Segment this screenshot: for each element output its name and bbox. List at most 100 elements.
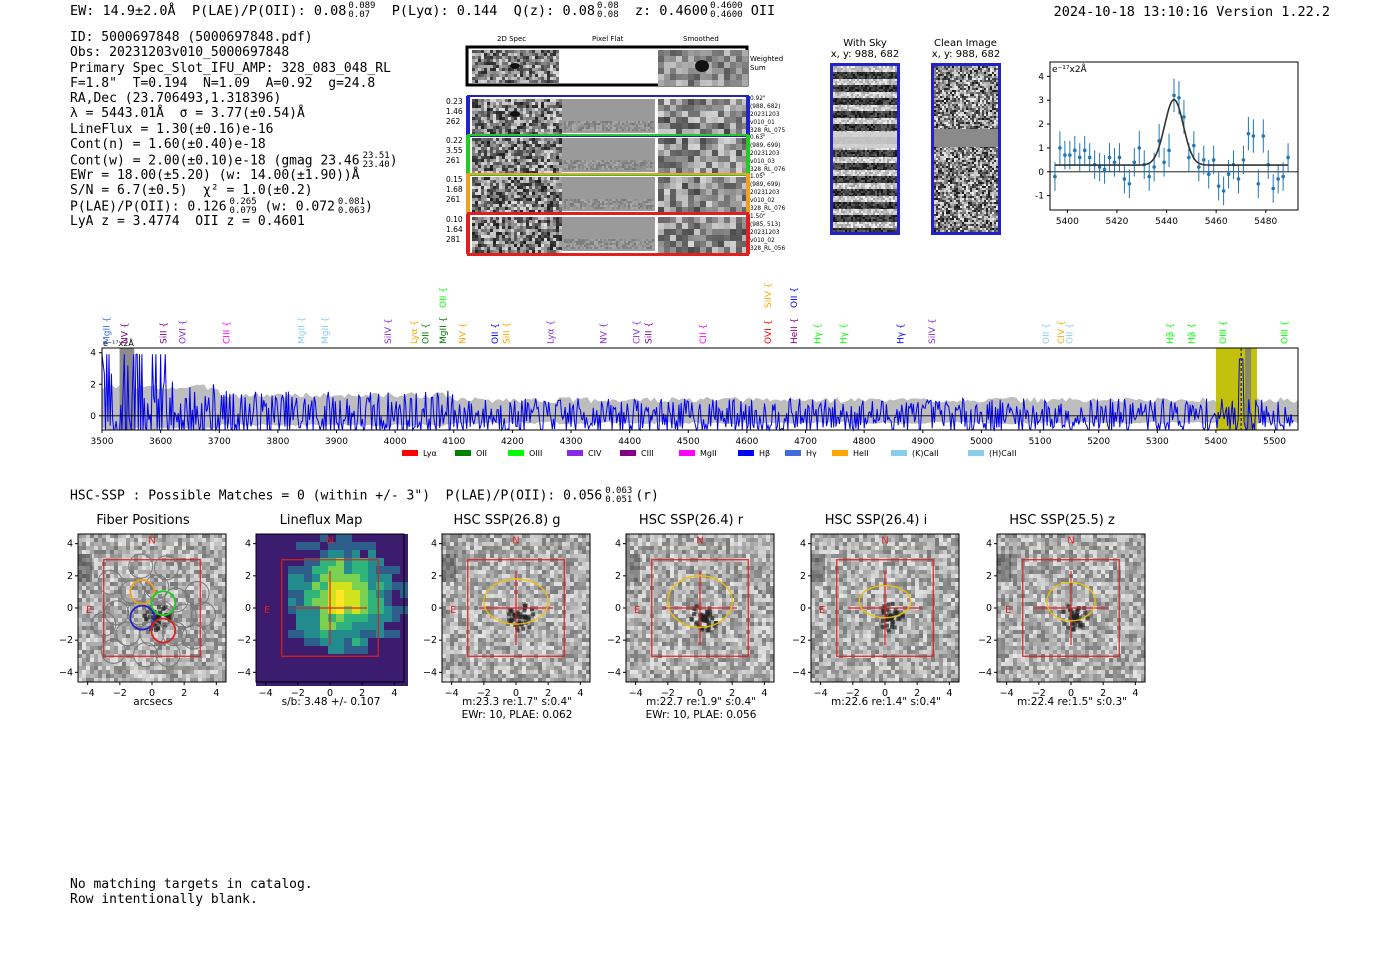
clean-image-xy: x, y: 988, 682 <box>931 49 1001 60</box>
panel-xtick-label: −2 <box>846 688 860 699</box>
legend-label: CIV <box>588 449 602 458</box>
emission-line-label: SiIV { <box>764 282 774 308</box>
panel-xtick-label: −4 <box>259 688 273 699</box>
row-1-pixelflat-noise <box>564 121 654 131</box>
row-right-label: (989, 699) <box>750 182 781 188</box>
aperture-ellipse <box>858 584 912 619</box>
fiber-circle <box>171 603 197 629</box>
panel-ytick-label: 2 <box>245 571 251 582</box>
compass-n: N <box>881 536 888 547</box>
emission-line-label: OIII { <box>1219 320 1229 344</box>
fit-point <box>1216 184 1221 188</box>
emission-line-label: OVI { <box>178 320 188 344</box>
fit-ytick-label: 0 <box>1038 168 1044 178</box>
panel-caption-1: arcsecs <box>133 696 173 708</box>
fiber-circle-highlight <box>129 579 156 605</box>
row-4-pixelflat-noise <box>564 239 654 249</box>
emission-line-label: MgII { <box>103 317 113 344</box>
weighted-2dspec <box>472 50 559 83</box>
panel-ytick-label: 2 <box>986 571 992 582</box>
panel-xtick-label: 0 <box>149 688 155 699</box>
panel-caption-1: m:22.6 re:1.4" s:0.4" <box>831 696 941 708</box>
fit-ytick-label: 1 <box>1038 144 1044 154</box>
compass-e: E <box>450 605 456 616</box>
weighted-pixelflat <box>560 50 656 82</box>
panel-caption-1: m:22.7 re:1.9" s:0.4" <box>646 696 756 708</box>
fit-ytick-label: 2 <box>1038 120 1044 130</box>
panel-ytick-label: −4 <box>607 667 621 678</box>
spectrum-xtick-label: 4200 <box>501 437 524 447</box>
compass-n: N <box>326 536 333 547</box>
emission-line-label: CIII { <box>222 321 232 344</box>
panel-xtick-label: 4 <box>946 688 952 699</box>
info-radec: RA,Dec (23.706493,1.318396) <box>70 91 282 107</box>
panel-xtick-label: 0 <box>327 688 333 699</box>
panel-ytick-label: −2 <box>792 635 806 646</box>
compass-e: E <box>819 605 825 616</box>
fiber-circle-highlight <box>129 604 156 631</box>
z-hi: 0.4600 <box>710 1 743 11</box>
fit-point <box>1077 155 1082 160</box>
spectrum-marker-box <box>1245 348 1252 430</box>
spectrum-xtick-label: 4300 <box>560 437 583 447</box>
qz-lo: 0.08 <box>596 10 619 20</box>
row-left-label: 1.64 <box>446 225 463 234</box>
panel-ytick-label: 4 <box>245 539 251 550</box>
emission-line-label: CIV { <box>633 320 643 344</box>
fiber-circle <box>126 600 152 626</box>
row-left-label: 1.68 <box>446 185 463 194</box>
info-contw-lo: 23.40 <box>362 160 390 171</box>
fit-model-curve <box>1055 98 1289 166</box>
fit-ytick-label: -1 <box>1035 192 1044 202</box>
spectrum-xtick-label: 5500 <box>1263 437 1286 447</box>
plae-value: P(LAE)/P(OII): 0.08 <box>191 3 347 19</box>
row-left-label: 0.22 <box>446 136 463 145</box>
panel-ytick-label: 4 <box>615 539 621 550</box>
info-lambda: λ = 5443.01Å σ = 3.77(±0.54)Å <box>70 106 305 122</box>
fiber-circle <box>139 621 165 647</box>
panel-ytick-label: 0 <box>431 603 437 614</box>
fit-xtick-label: 5480 <box>1254 217 1277 227</box>
legend-swatch <box>891 450 907 456</box>
aperture-ellipse <box>1046 581 1096 622</box>
panel-xtick-label: −2 <box>291 688 305 699</box>
row-left-label: 261 <box>446 156 461 165</box>
emission-line-label: OVI { <box>764 320 774 344</box>
fit-point <box>1117 155 1122 160</box>
panel-title: HSC SSP(26.8) g <box>453 513 561 528</box>
compass-e: E <box>634 605 640 616</box>
panel-ytick-label: −2 <box>237 635 251 646</box>
panel-xtick-label: 0 <box>697 688 703 699</box>
panel-ytick-label: 0 <box>986 603 992 614</box>
panel-title: HSC SSP(26.4) r <box>638 513 744 528</box>
panel-caption-1: s/b: 3.48 +/- 0.107 <box>281 696 381 708</box>
panel-title: Lineflux Map <box>279 513 363 528</box>
legend-swatch <box>508 450 524 456</box>
col-title-smoothed: Smoothed <box>683 35 719 43</box>
fit-point <box>1152 165 1156 169</box>
panel-xtick-label: 2 <box>181 688 187 699</box>
fit-point <box>1226 172 1231 176</box>
emission-line-label: Hγ { <box>897 323 907 344</box>
summary-topline: EW: 14.9±2.0Å P(LAE)/P(OII): 0.08 0.089 0.… <box>70 2 775 20</box>
fit-point <box>1167 148 1171 153</box>
row-2-left-labels: 0.22 3.55 261 <box>446 136 463 166</box>
fit-point <box>1068 153 1072 157</box>
info-plae-w-lo: 0.063 <box>337 206 366 217</box>
fit-point <box>1058 146 1062 150</box>
panel-xtick-label: 2 <box>359 688 365 699</box>
fit-point <box>1256 181 1261 186</box>
weighted-smoothed <box>658 50 748 86</box>
panel-ytick-label: 0 <box>245 603 251 614</box>
panel-ytick-label: 0 <box>67 603 73 614</box>
panel-xtick-label: 2 <box>914 688 920 699</box>
panel-ytick-label: −4 <box>978 667 992 678</box>
row-left-label: 3.55 <box>446 146 463 155</box>
panel-image: N E −4 −4 −2 −2 0 0 2 2 4 4 <box>978 533 1146 699</box>
fiber-circle <box>128 553 154 579</box>
compass-e: E <box>86 605 92 616</box>
legend-label: Hγ <box>806 449 817 458</box>
panel-image: N E −4 −4 −2 −2 0 0 2 2 4 4 <box>423 533 591 699</box>
row-left-label: 281 <box>446 235 461 244</box>
emission-line-label: NV { <box>599 323 609 344</box>
